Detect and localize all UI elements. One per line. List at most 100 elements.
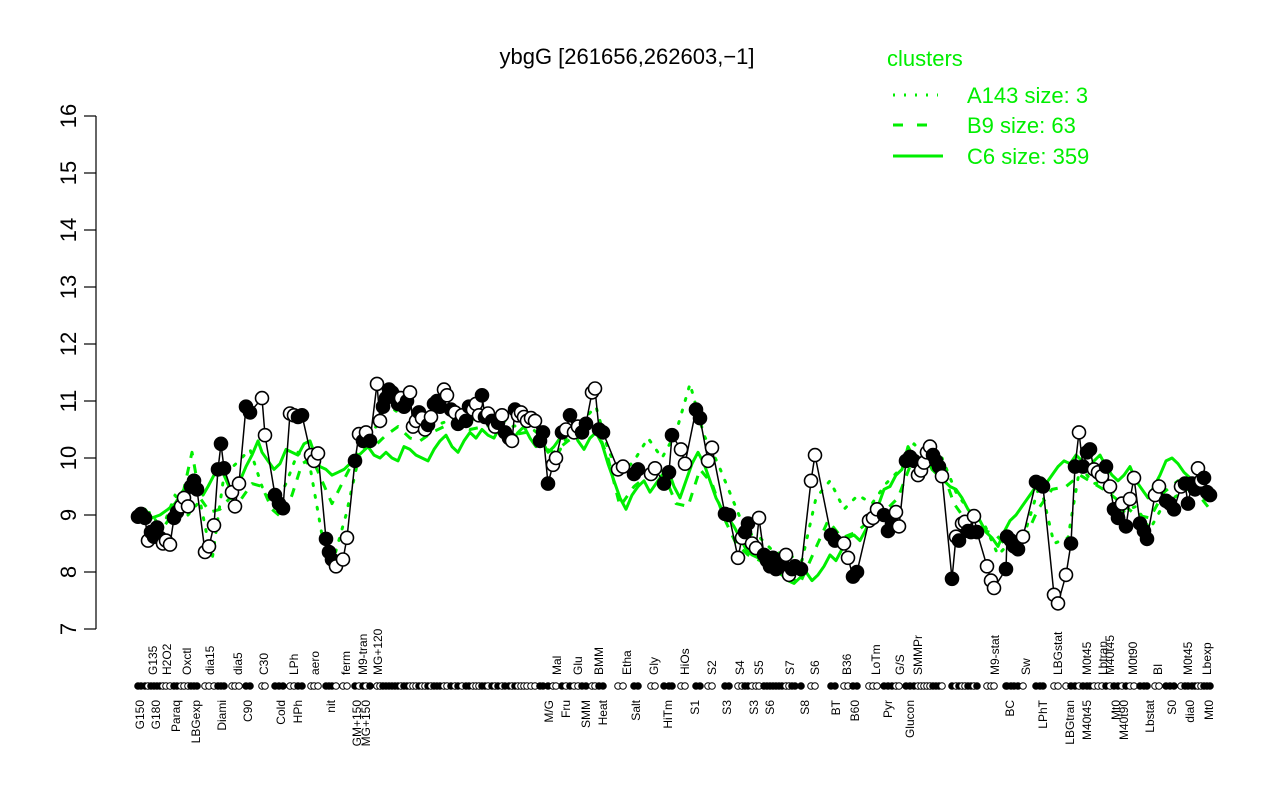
rug-marker	[895, 682, 903, 690]
legend-title: clusters	[887, 46, 963, 71]
data-point	[803, 473, 819, 489]
data-point	[275, 500, 291, 516]
rug-marker	[343, 682, 351, 690]
x-label-top: Mal	[550, 656, 564, 675]
data-point	[439, 387, 455, 403]
x-label-top: S2	[705, 660, 719, 675]
x-label-bottom: Glucon	[903, 700, 917, 738]
rug-marker	[811, 682, 819, 690]
x-label-bottom: dia0	[1183, 700, 1197, 723]
data-point	[335, 552, 351, 567]
x-label-bottom: G180	[149, 700, 163, 730]
data-point	[751, 510, 767, 526]
x-label-top: LoTm	[869, 644, 883, 675]
x-label-top: HiOs	[678, 648, 692, 675]
data-point	[227, 499, 243, 514]
data-point	[527, 413, 543, 429]
rug-marker	[1155, 682, 1163, 690]
data-point	[849, 564, 865, 580]
x-label-top: BI	[1151, 664, 1165, 675]
data-point	[1122, 491, 1138, 507]
x-label-top: M0t90	[1126, 641, 1140, 675]
x-label-bottom: Mt0	[1202, 700, 1216, 720]
data-point	[677, 456, 693, 472]
data-point	[216, 460, 232, 476]
data-point	[966, 508, 982, 524]
data-point	[944, 571, 960, 587]
data-point	[1082, 442, 1098, 457]
x-label-top: S7	[783, 660, 797, 675]
x-label-top: Lbtran	[1096, 641, 1110, 675]
data-point	[998, 561, 1014, 577]
x-label-top: G135	[146, 645, 160, 675]
x-label-bottom: Pyr	[881, 700, 895, 718]
data-point	[704, 440, 720, 456]
rug-marker	[246, 682, 254, 690]
data-point	[562, 407, 578, 423]
x-label-bottom: LBGexp	[189, 700, 203, 744]
data-point	[162, 537, 178, 552]
x-label-top: SMMPr	[911, 635, 925, 675]
y-tick-label: 10	[56, 446, 81, 470]
rug-marker	[1206, 682, 1214, 690]
rug-marker	[193, 682, 201, 690]
data-point	[402, 385, 418, 400]
data-point	[793, 561, 809, 577]
data-point	[979, 558, 995, 574]
data-point	[1139, 531, 1155, 547]
data-point	[721, 507, 737, 523]
data-point	[1063, 536, 1079, 551]
rug-marker	[634, 682, 642, 690]
data-points	[130, 376, 1218, 611]
x-label-top: Sw	[1019, 658, 1033, 675]
data-point	[254, 390, 270, 406]
data-point	[294, 407, 310, 423]
data-point	[206, 517, 222, 533]
x-label-bottom: LPhT	[1036, 699, 1050, 728]
rug-marker	[668, 682, 676, 690]
x-label-bottom: BC	[1003, 700, 1017, 717]
x-label-top: Lbexp	[1200, 642, 1214, 675]
x-label-top: aero	[308, 651, 322, 675]
data-point	[474, 387, 490, 403]
x-axis-labels: G150 G180 Paraq LBGexp Diami C90 Cold HPh nit GM+…	[133, 628, 1216, 746]
data-point	[1180, 496, 1196, 511]
rug-marker	[990, 682, 998, 690]
x-label-bottom: G150	[133, 700, 147, 730]
rug-marker	[314, 682, 322, 690]
data-point	[630, 462, 646, 477]
data-point	[540, 476, 556, 491]
data-point	[587, 381, 603, 396]
y-axis: 7 8 9 10 11 12 13 14 15 16	[56, 104, 97, 635]
x-label-top: dia5	[231, 652, 245, 675]
x-label-bottom: M40t90	[1117, 700, 1131, 740]
y-tick-label: 9	[56, 509, 81, 521]
data-point	[242, 405, 258, 420]
rug-marker	[261, 682, 269, 690]
x-label-top: MG+120	[371, 628, 385, 675]
x-rug-markers	[134, 682, 1214, 690]
x-label-bottom: Fru	[559, 700, 573, 718]
data-point	[595, 425, 611, 440]
x-label-bottom: Salt	[629, 699, 643, 720]
x-label-bottom: Mt0	[1109, 700, 1123, 720]
x-label-bottom: SMM	[579, 700, 593, 728]
x-label-top: M9-tran	[356, 634, 370, 675]
cluster-line-dotted	[136, 382, 1212, 563]
rug-marker	[831, 682, 839, 690]
rug-marker	[938, 682, 946, 690]
data-point	[951, 533, 967, 548]
data-point	[369, 376, 385, 392]
x-label-top: Oxctl	[180, 648, 194, 675]
x-label-top: M9-stat	[988, 634, 1002, 675]
x-label-bottom: nit	[324, 699, 338, 712]
data-point	[535, 425, 551, 440]
data-point	[213, 436, 229, 452]
data-point	[1151, 479, 1167, 494]
rug-marker	[235, 682, 243, 690]
x-label-bottom: HPh	[291, 700, 305, 723]
data-point	[1071, 425, 1087, 440]
x-label-bottom: S3	[747, 700, 761, 715]
x-label-top: C30	[257, 653, 271, 675]
x-label-top: M40t45	[1103, 635, 1117, 675]
